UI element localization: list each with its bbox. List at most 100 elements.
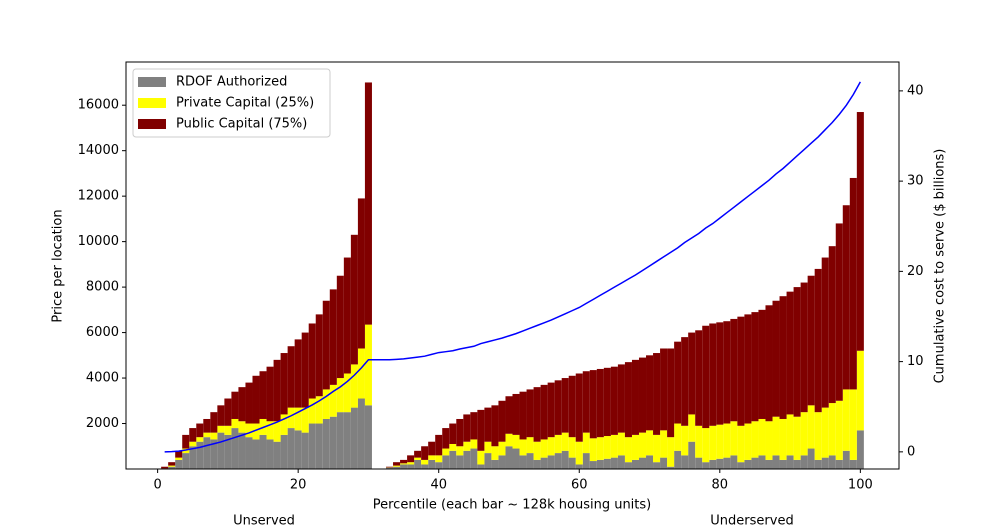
bar-segment: [393, 466, 401, 469]
bar-segment: [681, 337, 689, 426]
bar-segment: [266, 366, 274, 422]
bar-segment: [414, 450, 422, 458]
bar-segment: [364, 82, 372, 325]
bar-segment: [596, 459, 604, 469]
bar-segment: [540, 439, 548, 458]
y2-tick-label: 10: [907, 354, 924, 369]
bar-segment: [231, 391, 239, 419]
bar-segment: [210, 412, 218, 433]
bar-segment: [638, 432, 647, 458]
bar-segment: [793, 287, 801, 417]
y2-tick-label: 0: [907, 444, 915, 459]
bar-segment: [343, 412, 351, 469]
bar-segment: [477, 464, 485, 469]
bar-segment: [730, 455, 738, 469]
bar-segment: [589, 438, 597, 462]
bar-segment: [421, 464, 429, 469]
bar-segment: [702, 428, 710, 463]
bar-segment: [245, 382, 253, 424]
bar-segment: [723, 423, 731, 458]
bar-segment: [498, 400, 506, 442]
x-tick-label: 60: [571, 478, 588, 493]
bar-segment: [667, 437, 675, 467]
bar-segment: [596, 437, 604, 460]
bar-segment: [329, 384, 337, 417]
bar-segment: [821, 257, 829, 408]
bar-segment: [484, 453, 492, 469]
bar-segment: [751, 421, 759, 458]
bar-segment: [477, 409, 485, 451]
bar-segment: [695, 330, 703, 426]
bar-segment: [463, 414, 471, 442]
bar-segment: [624, 437, 632, 463]
bar-segment: [772, 300, 780, 417]
y-tick-label: 2000: [86, 416, 119, 431]
bar-segment: [716, 424, 724, 459]
bar-segment: [688, 332, 696, 415]
bar-segment: [301, 332, 309, 408]
bar-segment: [667, 348, 675, 438]
bar-segment: [547, 455, 555, 469]
bar-segment: [512, 393, 520, 435]
bar-segment: [709, 459, 717, 469]
bar-segment: [737, 316, 745, 426]
bar-segment: [449, 423, 457, 444]
bar-segment: [189, 446, 197, 469]
bar-segment: [435, 455, 443, 463]
bar-segment: [343, 257, 351, 374]
bar-segment: [357, 198, 365, 349]
bar-segment: [800, 412, 808, 456]
bar-segment: [646, 430, 654, 456]
bar-segment: [730, 421, 738, 456]
bar-segment: [168, 466, 176, 469]
bar-segment: [182, 453, 190, 469]
bar-segment: [828, 246, 836, 404]
bar-segment: [252, 423, 260, 440]
bar-segment: [554, 453, 562, 469]
bar-segment: [582, 432, 590, 454]
bar-segment: [287, 428, 295, 469]
bar-segment: [161, 466, 169, 469]
bar-segment: [638, 457, 647, 469]
bar-segment: [603, 458, 611, 469]
bar-segment: [175, 457, 183, 460]
bar-segment: [386, 466, 394, 468]
bar-segment: [723, 457, 731, 469]
bar-segment: [491, 459, 499, 469]
bar-segment: [400, 464, 408, 469]
bar-segment: [470, 439, 478, 449]
bar-segment: [653, 462, 661, 469]
bar-segment: [491, 405, 499, 447]
bar-segment: [849, 459, 857, 469]
bar-segment: [301, 432, 309, 469]
bar-segment: [856, 112, 864, 351]
bar-segment: [786, 414, 794, 456]
y2-tick-label: 20: [907, 264, 924, 279]
bar-segment: [273, 421, 281, 442]
bar-segment: [674, 423, 682, 451]
legend-label: Private Capital (25%): [176, 96, 314, 111]
bar-segment: [273, 441, 281, 469]
bar-segment: [498, 455, 506, 469]
bar-segment: [407, 462, 415, 465]
bar-segment: [582, 371, 590, 433]
bar-segment: [210, 432, 218, 440]
plot-frame: [125, 61, 900, 470]
bar-segment: [709, 323, 717, 426]
bar-segment: [526, 437, 534, 454]
bar-segment: [772, 455, 780, 469]
bar-segment: [315, 423, 323, 469]
bar-segment: [442, 448, 450, 456]
bar-segment: [407, 464, 415, 469]
bar-segment: [505, 446, 513, 469]
bar-segment: [498, 441, 506, 456]
bar-segment: [343, 373, 351, 413]
bar-segment: [491, 446, 499, 460]
bar-segment: [182, 434, 190, 449]
bar-segment: [456, 455, 464, 469]
bar-segment: [779, 459, 787, 469]
bar-segment: [470, 412, 478, 440]
y-tick-label: 8000: [86, 280, 119, 295]
bar-segment: [308, 398, 316, 424]
